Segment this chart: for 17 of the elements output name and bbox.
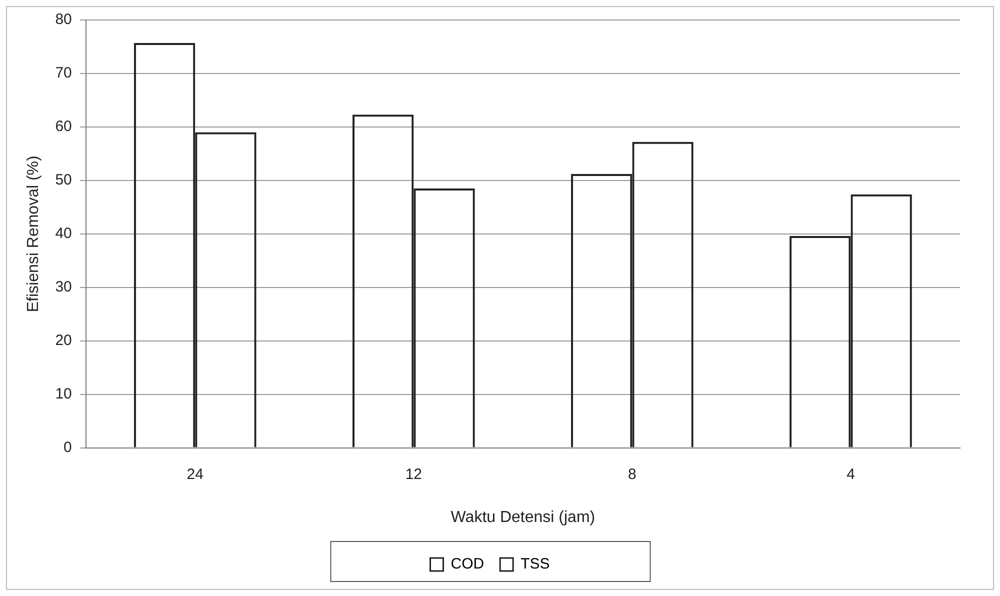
x-tick-label: 4 xyxy=(846,466,855,483)
y-tick-label: 60 xyxy=(55,118,72,136)
y-tick-label: 70 xyxy=(55,64,72,82)
legend-label: COD xyxy=(450,556,484,573)
y-tick-label: 80 xyxy=(55,11,72,28)
x-tick-label: 8 xyxy=(628,466,636,483)
y-tick-label: 0 xyxy=(64,438,72,456)
y-tick-label: 50 xyxy=(55,172,72,189)
legend-label: TSS xyxy=(520,556,550,573)
y-tick-label: 40 xyxy=(55,225,72,242)
y-tick-label: 20 xyxy=(55,332,72,349)
x-tick-label: 12 xyxy=(405,466,422,483)
x-tick-label: 24 xyxy=(186,466,204,483)
y-tick-label: 10 xyxy=(55,385,72,402)
x-axis-title: Waktu Detensi (jam) xyxy=(450,508,596,526)
y-tick-label: 30 xyxy=(55,278,72,296)
y-axis-title: Efisiensi Removal (%) xyxy=(25,156,42,312)
